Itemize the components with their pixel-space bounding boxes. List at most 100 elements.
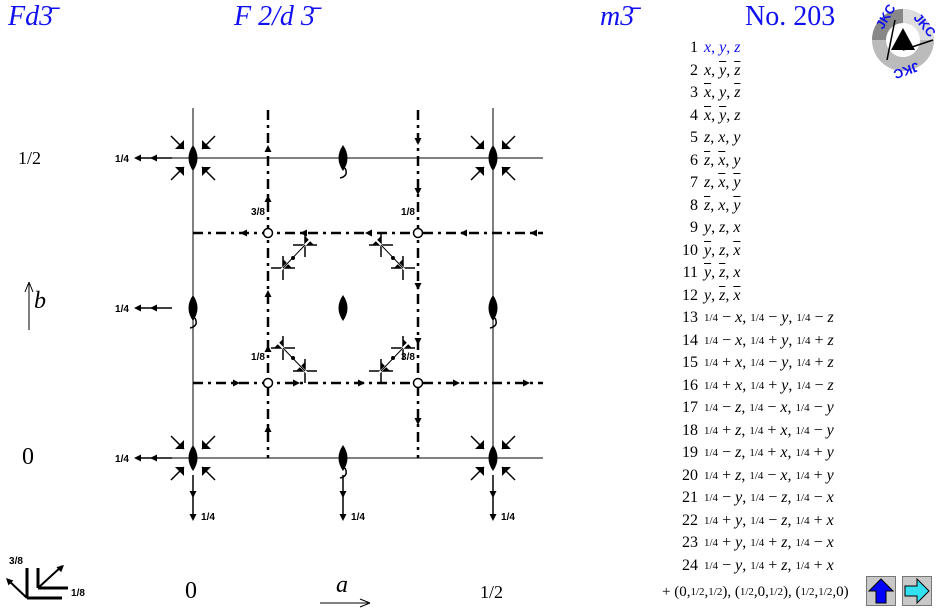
- fraction: 1/4: [704, 379, 719, 392]
- arrow-right-icon: [904, 577, 930, 605]
- position-number: 10: [682, 241, 698, 259]
- height-label: 1/4: [115, 154, 129, 165]
- height-label: 3/8: [401, 352, 415, 363]
- fraction: 1/4: [795, 424, 810, 437]
- twofold-axis-icon: [188, 445, 198, 471]
- inversion-center-icon: [262, 377, 274, 389]
- position-row: 12 y, z, x: [660, 285, 740, 307]
- fraction: 1/4: [749, 424, 764, 437]
- position-row: 6 z, x, y: [660, 150, 740, 172]
- position-number: 17: [682, 399, 698, 416]
- glide-arrow: [365, 229, 372, 237]
- arrow-up-icon: [867, 578, 895, 604]
- position-coords: 1/4 + z, 1/4 − x, 1/4 + y: [704, 466, 834, 484]
- diagonal-axis-line: [282, 244, 306, 269]
- height-label: 1/8: [71, 588, 85, 599]
- fraction: 1/4: [750, 492, 765, 504]
- position-number: 5: [690, 129, 698, 146]
- position-row: 11 y, z, x: [660, 262, 741, 284]
- fraction: 1/4: [795, 469, 810, 482]
- threefold-axis-icon: [475, 167, 484, 176]
- fraction: 1/2: [690, 586, 705, 598]
- legend-arrow: [7, 579, 28, 599]
- twofold-screw-axis-icon: [338, 445, 348, 471]
- position-coords: z, x, y: [704, 129, 741, 146]
- twofold-axis-icon: [488, 445, 498, 471]
- glide-arrow: [460, 229, 467, 237]
- fraction: 1/4: [704, 312, 719, 324]
- position-coords: 1/4 + z, 1/4 + x, 1/4 − y: [704, 421, 834, 439]
- fraction: 1/4: [704, 492, 719, 504]
- position-number: 18: [682, 421, 698, 439]
- fraction: 1/4: [796, 312, 811, 324]
- position-coords: z, x, y: [704, 174, 741, 191]
- bottom-left-label: 0: [185, 578, 197, 604]
- position-row: 3 x, y, z: [660, 82, 740, 104]
- glide-arrow: [414, 418, 422, 425]
- threefold-axis-icon: [202, 167, 211, 176]
- position-coords: 1/4 − x, 1/4 − y, 1/4 − z: [704, 309, 834, 326]
- position-row: 1 x, y, z: [660, 37, 740, 59]
- fraction: 1/4: [795, 537, 810, 549]
- axis-arrow: [150, 154, 157, 162]
- glide-arrow: [240, 229, 247, 237]
- fraction: 1/4: [750, 379, 765, 392]
- glide-arrow: [358, 379, 365, 387]
- legend-arrow: [37, 565, 63, 589]
- threefold-axis-icon: [175, 467, 184, 476]
- glide-arrow: [264, 145, 272, 152]
- threefold-axis-icon: [175, 440, 184, 449]
- glide-arrow: [453, 379, 460, 387]
- position-row: 9 y, z, x: [660, 217, 740, 239]
- position-row: 10 y, z, x: [660, 240, 740, 262]
- glide-arrow: [264, 425, 272, 432]
- axis-arrow: [339, 514, 347, 521]
- inversion-center-icon: [412, 377, 424, 389]
- glide-arrow: [264, 345, 272, 352]
- fraction: 1/4: [704, 469, 719, 482]
- twofold-screw-axis-icon: [488, 295, 498, 321]
- axis-arrow: [150, 304, 157, 312]
- position-number: 15: [682, 354, 698, 371]
- position-row: 8 z, x, y: [660, 195, 740, 217]
- screw-hook: [339, 167, 347, 179]
- fraction: 1/4: [796, 379, 811, 392]
- glide-arrow: [414, 138, 422, 145]
- up-button[interactable]: [866, 576, 896, 606]
- bottom-right-label: 1/2: [480, 582, 504, 602]
- fraction: 1/4: [750, 537, 765, 549]
- threefold-axis-icon: [175, 167, 184, 176]
- screw-hook: [189, 317, 197, 329]
- next-button[interactable]: [902, 576, 932, 606]
- position-number: 19: [682, 444, 698, 461]
- position-number: 16: [682, 376, 698, 394]
- glide-arrow: [414, 338, 422, 345]
- fraction: 1/4: [750, 357, 765, 369]
- position-row: 17 1/4 − z, 1/4 − x, 1/4 − y: [660, 397, 834, 419]
- height-label: 1/8: [251, 352, 265, 363]
- legend-arrowhead: [56, 565, 64, 573]
- position-coords: y, z, x: [704, 241, 741, 259]
- position-coords: x, y, z: [704, 61, 741, 79]
- position-coords: 1/4 − x, 1/4 + y, 1/4 + z: [704, 331, 834, 349]
- threefold-axis-icon: [502, 467, 511, 476]
- height-label: 1/4: [115, 454, 129, 465]
- position-row: 15 1/4 + x, 1/4 − y, 1/4 + z: [660, 352, 834, 374]
- fraction: 1/4: [750, 514, 765, 527]
- inversion-center-icon: [412, 227, 424, 239]
- position-coords: 1/4 + y, 1/4 − z, 1/4 + x: [704, 511, 834, 529]
- diagonal-axis-line: [380, 347, 404, 372]
- fraction: 1/2: [818, 586, 833, 598]
- position-number: 23: [682, 534, 698, 551]
- fraction: 1/4: [750, 334, 765, 347]
- fraction: 1/4: [704, 424, 719, 437]
- position-number: 9: [690, 219, 698, 236]
- position-number: 20: [682, 466, 698, 484]
- position-number: 3: [690, 84, 698, 101]
- position-row: 24 1/4 − y, 1/4 + z, 1/4 + x: [660, 555, 834, 577]
- position-coords: 1/4 + x, 1/4 − y, 1/4 + z: [704, 354, 834, 371]
- position-number: 4: [690, 106, 698, 124]
- axis-arrow: [134, 454, 141, 462]
- fraction: 1/4: [749, 402, 764, 414]
